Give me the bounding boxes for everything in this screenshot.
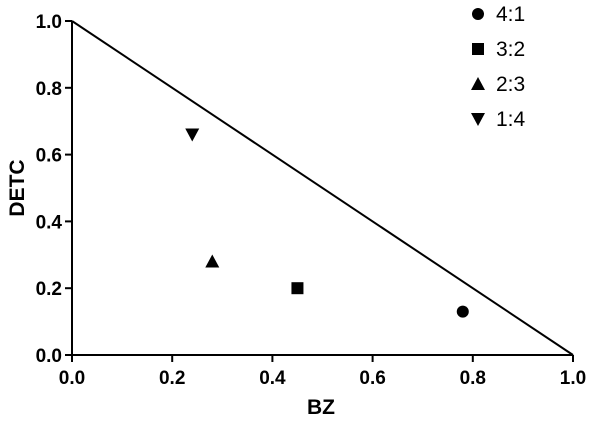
data-point-square	[291, 282, 304, 295]
y-tick-label: 0.0	[36, 346, 62, 367]
boundary-line	[71, 20, 574, 356]
legend-label: 3:2	[496, 38, 525, 61]
x-tick-label: 0.6	[359, 368, 385, 389]
plot-area	[71, 20, 574, 356]
legend-label: 4:1	[496, 3, 525, 26]
x-tick-label: 0.0	[59, 368, 85, 389]
y-tick-label: 0.4	[36, 212, 63, 233]
x-tick-label: 0.4	[259, 368, 286, 389]
legend-label: 1:4	[496, 108, 526, 131]
data-point-triangle-down	[185, 128, 200, 142]
legend-marker-triangle-down	[471, 113, 485, 126]
y-axis-title: DETC	[6, 159, 29, 216]
data-point-triangle-up	[205, 254, 220, 268]
y-tick-label: 0.8	[36, 79, 62, 100]
legend-label: 2:3	[496, 73, 525, 96]
legend-marker-square	[472, 43, 484, 55]
axes: 0.0 0.2 0.4 0.6 0.8 1.0 0.0 0.2 0.4 0.6 0.8 1.0	[36, 12, 587, 389]
x-tick-label: 0.2	[159, 368, 185, 389]
x-axis-title: BZ	[307, 396, 335, 419]
y-tick-label: 1.0	[36, 12, 62, 33]
legend-marker-circle	[472, 8, 484, 20]
data-point-circle	[456, 305, 469, 318]
y-tick-label: 0.6	[36, 146, 62, 167]
x-tick-label: 0.8	[460, 368, 486, 389]
y-tick-label: 0.2	[36, 279, 62, 300]
x-tick-label: 1.0	[560, 368, 586, 389]
legend-marker-triangle-up	[471, 77, 485, 90]
legend: 4:1 3:2 2:3 1:4	[471, 3, 526, 131]
